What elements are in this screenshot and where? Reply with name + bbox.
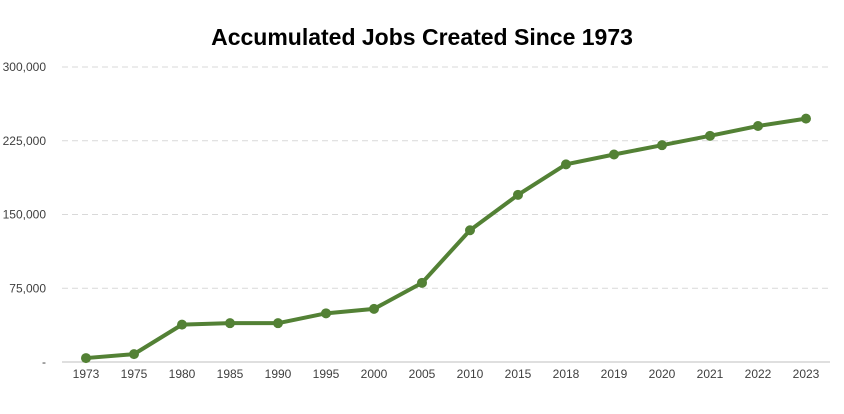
x-tick-label: 2018 <box>553 367 580 381</box>
y-tick-label: 300,000 <box>3 60 47 74</box>
data-point <box>513 189 523 200</box>
y-tick-label: 225,000 <box>3 134 47 148</box>
x-tick-label: 2015 <box>505 367 532 381</box>
data-point <box>369 303 379 314</box>
x-tick-label: 1985 <box>217 367 244 381</box>
x-tick-label: 1995 <box>313 367 340 381</box>
data-point <box>81 353 91 364</box>
x-tick-label: 2005 <box>409 367 436 381</box>
data-point <box>609 149 619 160</box>
data-point <box>705 130 715 141</box>
x-tick-label: 1990 <box>265 367 292 381</box>
data-point <box>561 159 571 170</box>
y-axis-ticks: - 75,000 150,000 225,000 300,000 <box>3 60 47 369</box>
data-point <box>417 277 427 288</box>
y-tick-label: 150,000 <box>3 208 47 222</box>
series-layer <box>81 113 811 364</box>
x-tick-label: 2021 <box>697 367 724 381</box>
x-tick-label: 2010 <box>457 367 484 381</box>
data-point <box>753 121 763 131</box>
data-point <box>129 349 139 360</box>
x-tick-label: 1975 <box>121 367 148 381</box>
data-point <box>657 140 667 151</box>
data-point <box>225 318 235 329</box>
data-point <box>801 113 811 124</box>
x-tick-label: 2023 <box>793 367 820 381</box>
x-tick-label: 1980 <box>169 367 196 381</box>
data-point <box>465 225 475 236</box>
x-tick-label: 2022 <box>745 367 772 381</box>
x-tick-label: 2020 <box>649 367 676 381</box>
y-tick-label: 75,000 <box>9 281 46 295</box>
chart-title: Accumulated Jobs Created Since 1973 <box>211 24 633 50</box>
x-axis-ticks: 1973 1975 1980 1985 1990 1995 2000 2005 2010 2015… <box>73 367 820 381</box>
data-point <box>177 319 187 330</box>
y-tick-label: - <box>42 355 46 369</box>
x-tick-label: 2000 <box>361 367 388 381</box>
gridlines <box>62 66 830 289</box>
series-line <box>84 116 808 361</box>
x-tick-label: 2019 <box>601 367 628 381</box>
data-point <box>321 308 331 319</box>
data-point <box>273 318 283 329</box>
x-tick-label: 1973 <box>73 367 100 381</box>
